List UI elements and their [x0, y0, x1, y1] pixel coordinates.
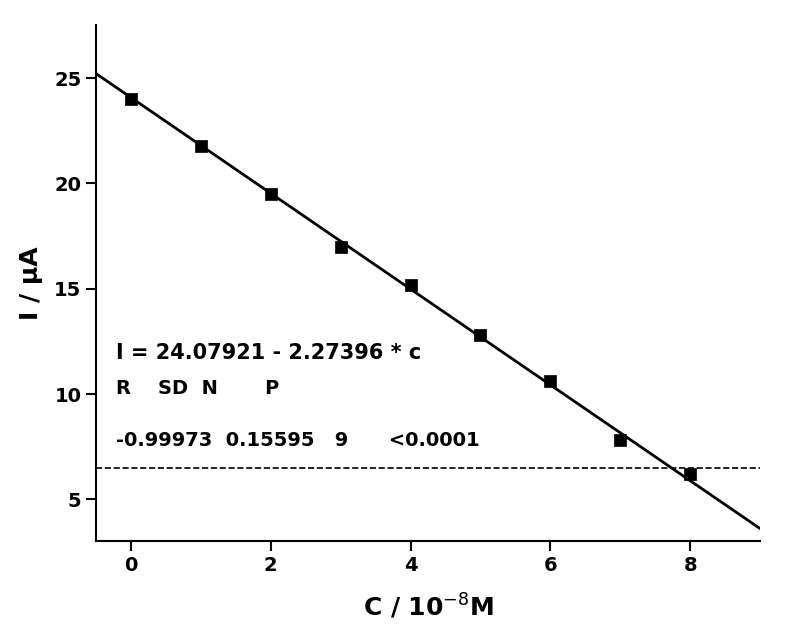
- Point: [544, 376, 557, 387]
- Point: [474, 330, 487, 340]
- Point: [614, 435, 626, 445]
- Point: [264, 189, 277, 199]
- Text: I = 24.07921 - 2.27396 * c: I = 24.07921 - 2.27396 * c: [116, 343, 421, 363]
- Point: [125, 94, 138, 104]
- Point: [684, 469, 697, 479]
- Point: [334, 241, 347, 252]
- Text: R    SD  N       P: R SD N P: [116, 379, 279, 398]
- Text: -0.99973  0.15595   9      <0.0001: -0.99973 0.15595 9 <0.0001: [116, 431, 479, 450]
- Point: [404, 280, 417, 290]
- Y-axis label: I / μA: I / μA: [19, 247, 43, 320]
- Point: [194, 140, 207, 150]
- X-axis label: C / 10$^{-8}$M: C / 10$^{-8}$M: [362, 592, 494, 621]
